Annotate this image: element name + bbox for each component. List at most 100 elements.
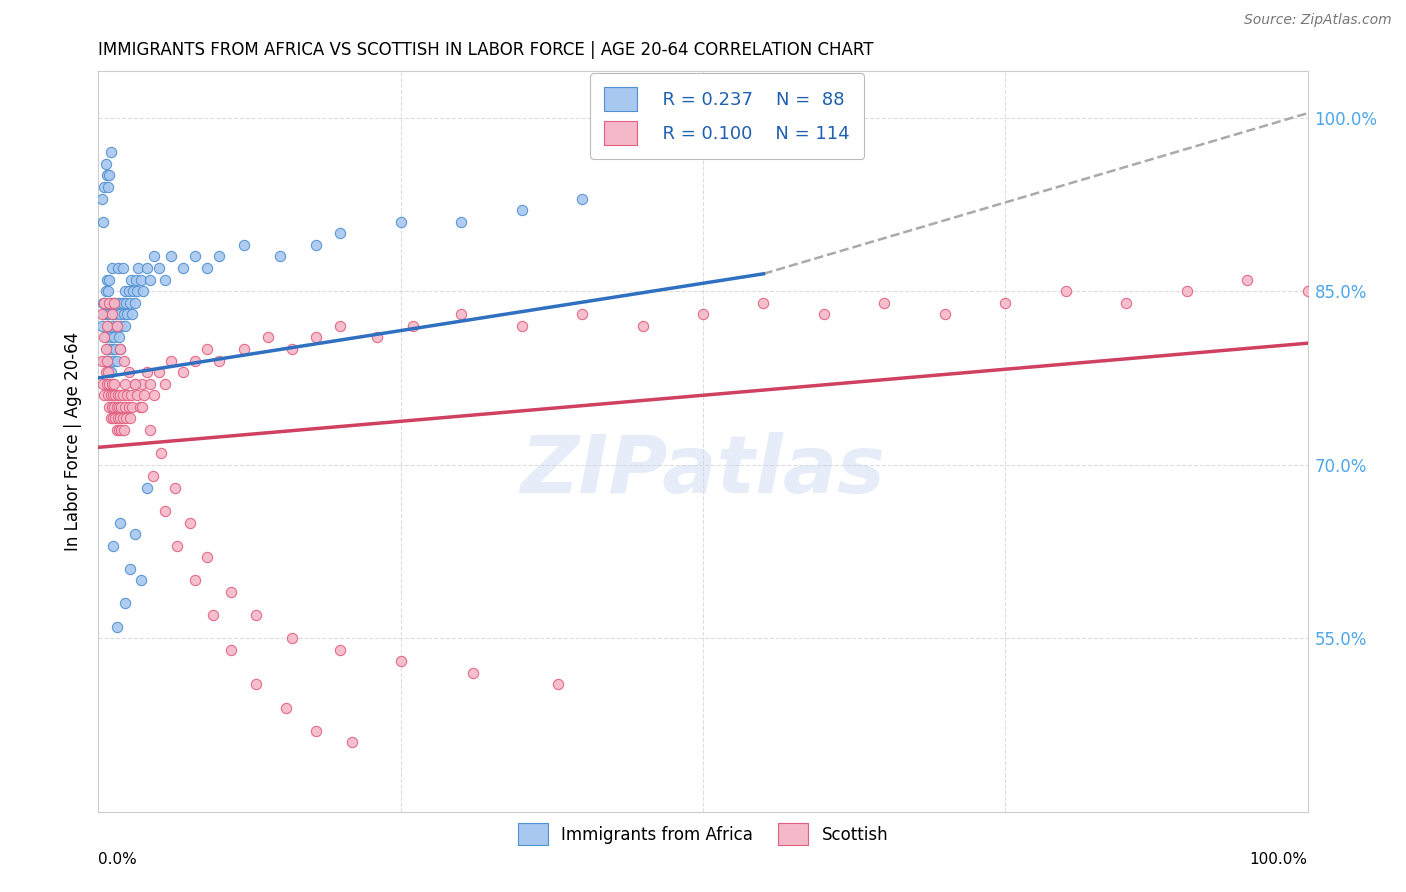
Point xyxy=(463,665,485,680)
Point xyxy=(129,574,152,588)
Point xyxy=(389,654,412,668)
Point xyxy=(112,353,135,368)
Point xyxy=(114,318,136,333)
Point xyxy=(128,400,150,414)
Point xyxy=(98,376,121,391)
Point xyxy=(135,481,157,495)
Point xyxy=(139,376,162,391)
Point xyxy=(148,260,170,275)
Point xyxy=(329,227,352,241)
Point xyxy=(97,365,120,379)
Point xyxy=(105,318,128,333)
Point xyxy=(389,215,412,229)
Point xyxy=(124,295,146,310)
Point xyxy=(108,388,131,402)
Point xyxy=(94,342,117,356)
Point xyxy=(127,388,149,402)
Point xyxy=(118,295,141,310)
Point xyxy=(122,284,145,298)
Point xyxy=(98,169,121,183)
Point xyxy=(269,250,291,264)
Point xyxy=(94,330,117,344)
Point xyxy=(114,376,136,391)
Point xyxy=(97,388,120,402)
Point xyxy=(221,642,243,657)
Point xyxy=(114,284,136,298)
Point xyxy=(232,238,254,252)
Point xyxy=(125,272,148,286)
Point xyxy=(160,353,183,368)
Point xyxy=(139,423,162,437)
Point xyxy=(108,411,131,425)
Text: IMMIGRANTS FROM AFRICA VS SCOTTISH IN LABOR FORCE | AGE 20-64 CORRELATION CHART: IMMIGRANTS FROM AFRICA VS SCOTTISH IN LA… xyxy=(98,41,875,59)
Point xyxy=(115,411,138,425)
Point xyxy=(160,250,183,264)
Point xyxy=(91,376,114,391)
Point xyxy=(281,631,304,645)
Point xyxy=(93,180,115,194)
Point xyxy=(100,260,122,275)
Point xyxy=(91,307,114,321)
Point xyxy=(571,307,593,321)
Point xyxy=(112,307,135,321)
Legend: Immigrants from Africa, Scottish: Immigrants from Africa, Scottish xyxy=(512,817,894,852)
Point xyxy=(111,260,134,275)
Point xyxy=(104,307,127,321)
Point xyxy=(131,376,153,391)
Point xyxy=(245,608,267,623)
Point xyxy=(143,388,166,402)
Point xyxy=(127,284,149,298)
Point xyxy=(103,400,125,414)
Point xyxy=(329,642,352,657)
Point xyxy=(93,330,115,344)
Point xyxy=(107,260,129,275)
Point xyxy=(110,400,132,414)
Point xyxy=(450,307,472,321)
Point xyxy=(100,365,122,379)
Point xyxy=(107,411,129,425)
Point xyxy=(1236,272,1258,286)
Point xyxy=(166,539,188,553)
Point xyxy=(142,469,165,483)
Point xyxy=(105,619,128,633)
Point xyxy=(148,365,170,379)
Point xyxy=(118,284,141,298)
Point xyxy=(274,700,297,714)
Point xyxy=(104,411,127,425)
Point xyxy=(111,388,134,402)
Point xyxy=(172,260,194,275)
Point xyxy=(100,307,122,321)
Point xyxy=(195,342,218,356)
Point xyxy=(108,342,131,356)
Point xyxy=(221,585,243,599)
Point xyxy=(131,400,153,414)
Point xyxy=(118,411,141,425)
Point xyxy=(547,677,569,691)
Point xyxy=(121,307,143,321)
Point xyxy=(111,411,134,425)
Point xyxy=(208,250,231,264)
Point xyxy=(91,295,114,310)
Point xyxy=(96,272,118,286)
Point xyxy=(108,516,131,530)
Point xyxy=(91,215,114,229)
Point xyxy=(91,192,114,206)
Point xyxy=(143,250,166,264)
Point xyxy=(163,481,186,495)
Point xyxy=(105,400,128,414)
Point xyxy=(101,388,124,402)
Point xyxy=(342,735,364,749)
Point xyxy=(91,318,114,333)
Point xyxy=(124,376,146,391)
Point xyxy=(124,527,146,541)
Point xyxy=(104,342,127,356)
Text: 100.0%: 100.0% xyxy=(1250,853,1308,867)
Point xyxy=(94,157,117,171)
Point xyxy=(305,238,328,252)
Point xyxy=(93,353,115,368)
Point xyxy=(108,330,131,344)
Text: ZIPatlas: ZIPatlas xyxy=(520,432,886,510)
Point xyxy=(132,284,155,298)
Point xyxy=(101,318,124,333)
Point xyxy=(100,388,122,402)
